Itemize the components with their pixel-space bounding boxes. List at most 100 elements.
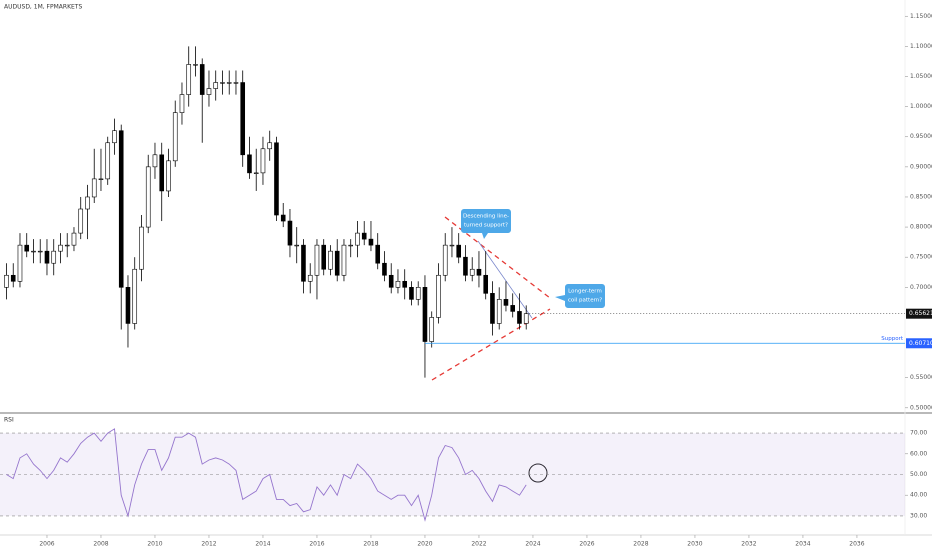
rsi-tick-label: 70.00 <box>910 430 927 437</box>
rsi-tick-label: 30.00 <box>910 512 927 519</box>
candle-body <box>220 82 225 84</box>
candle-body <box>152 154 158 168</box>
candle-body <box>510 305 516 312</box>
candle-body <box>355 232 360 246</box>
lower-trendline <box>431 308 551 381</box>
candle-body <box>402 280 408 288</box>
x-tick-label: 2022 <box>471 541 486 548</box>
candle-body <box>314 244 320 276</box>
candle-body <box>267 142 273 150</box>
x-tick-label: 2010 <box>147 541 162 548</box>
candle-body <box>422 287 428 342</box>
candle-body <box>409 287 414 300</box>
candle-body <box>78 208 84 234</box>
candle-body <box>301 244 306 282</box>
descending-line <box>477 240 533 319</box>
candle-body <box>436 274 441 318</box>
support-label: 0.60710 <box>909 340 932 347</box>
current-price-bg <box>906 308 932 319</box>
candle-body <box>456 244 462 258</box>
candle-body <box>341 244 347 276</box>
callout-box <box>555 284 605 308</box>
callout-text: turned support? <box>464 223 508 229</box>
candle-body <box>132 268 138 324</box>
candle-body <box>159 154 165 192</box>
candle-body <box>368 238 374 246</box>
rsi-highlight <box>528 463 548 483</box>
candle-body <box>395 280 401 288</box>
support-label-bg <box>906 338 932 349</box>
x-tick-label: 2016 <box>309 541 324 548</box>
x-tick-label: 2014 <box>255 541 270 548</box>
candle-body <box>334 250 340 276</box>
candle-body <box>112 130 117 144</box>
rsi-tick-label: 40.00 <box>910 492 927 499</box>
x-tick-label: 2034 <box>795 541 810 548</box>
y-tick-label: 1.10000 <box>910 43 932 50</box>
candle-body <box>105 142 111 180</box>
x-tick-label: 2008 <box>93 541 108 548</box>
y-tick-label: 0.50000 <box>910 404 932 411</box>
candle-body <box>253 172 259 174</box>
candle-body <box>91 178 97 198</box>
candle-body <box>280 214 286 222</box>
candle-body <box>118 130 124 288</box>
x-tick-label: 2036 <box>849 541 864 548</box>
candle-body <box>172 112 178 162</box>
rsi-line <box>6 428 527 522</box>
candle-body <box>44 250 50 264</box>
candle-body <box>388 274 394 288</box>
candle-body <box>186 64 192 95</box>
candle-body <box>523 313 529 324</box>
candle-body <box>274 142 279 216</box>
candle-body <box>469 268 475 276</box>
candle-body <box>328 250 333 270</box>
rsi-title: RSI <box>4 417 14 424</box>
candle-body <box>166 160 171 192</box>
x-tick-label: 2018 <box>363 541 378 548</box>
candle-body <box>260 148 266 174</box>
candle-body <box>125 287 131 324</box>
candle-body <box>85 196 90 210</box>
candle-body <box>226 82 232 84</box>
candle-body <box>31 250 36 253</box>
candle-body <box>4 274 9 288</box>
rsi-tick-label: 50.00 <box>910 471 927 478</box>
candle-body <box>287 220 293 246</box>
candle-body <box>71 232 77 246</box>
callout-box <box>461 209 511 239</box>
candle-body <box>375 244 381 264</box>
callout-text: coil pattern? <box>568 298 602 304</box>
y-tick-label: 1.05000 <box>910 73 932 80</box>
support-name: Support <box>881 336 904 342</box>
candle-body <box>321 244 327 270</box>
x-tick-label: 2026 <box>579 541 594 548</box>
x-tick-label: 2012 <box>201 541 216 548</box>
candle-body <box>58 244 63 252</box>
candle-body <box>24 244 30 252</box>
callout-text: Descending line- <box>463 214 509 220</box>
candle-body <box>199 64 205 95</box>
candles <box>4 46 529 378</box>
candle-body <box>139 226 144 270</box>
candle-body <box>193 64 198 66</box>
candle-body <box>415 287 421 300</box>
candle-body <box>449 244 455 247</box>
x-tick-label: 2020 <box>417 541 432 548</box>
x-tick-label: 2024 <box>525 541 540 548</box>
candle-body <box>98 178 104 180</box>
candle-body <box>213 82 219 89</box>
x-tick-label: 2028 <box>633 541 648 548</box>
candle-body <box>382 262 387 276</box>
candle-body <box>429 317 435 342</box>
x-tick-label: 2032 <box>741 541 756 548</box>
